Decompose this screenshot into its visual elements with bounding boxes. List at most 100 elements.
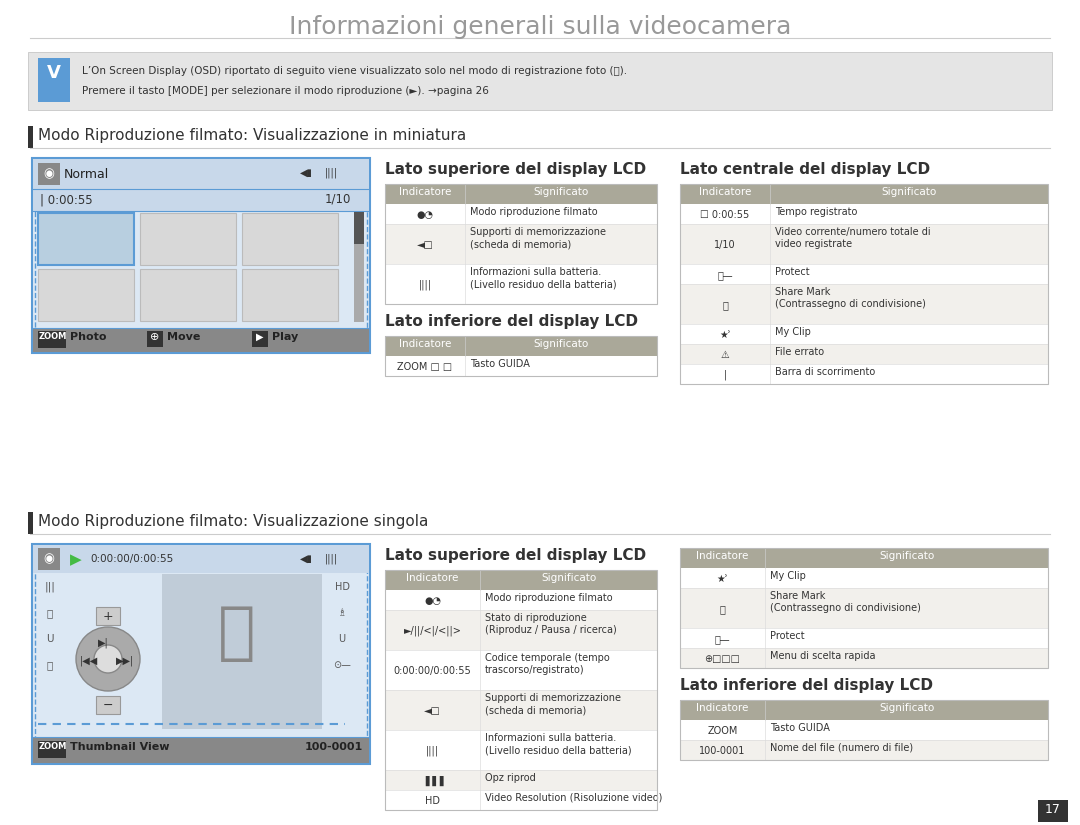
Bar [32,544,370,764]
Text: ||||: |||| [325,554,338,564]
Text: ||||: |||| [419,280,432,290]
Text: My Clip: My Clip [770,571,806,581]
Text: Lato inferiore del display LCD: Lato inferiore del display LCD [680,678,933,693]
Text: Indicatore: Indicatore [699,187,752,197]
Bar [33,545,369,573]
Bar [33,159,369,189]
Text: Opz riprod: Opz riprod [485,773,536,783]
Bar [35,161,367,350]
Bar [680,364,1048,384]
Text: ◀▮: ◀▮ [300,554,313,564]
Bar [32,158,370,353]
Text: |||: ||| [44,582,55,592]
Text: ◄□: ◄□ [424,706,441,716]
Text: +: + [103,610,113,623]
Bar [38,548,60,570]
Text: ⓮—: ⓮— [715,634,730,644]
Text: Significato: Significato [879,703,934,713]
Text: Share Mark
(Contrassegno di condivisione): Share Mark (Contrassegno di condivisione… [770,591,921,614]
Text: 17: 17 [1045,803,1061,816]
Bar [33,189,369,211]
Text: 100-0001: 100-0001 [700,746,745,756]
Text: Supporti di memorizzazione
(scheda di memoria): Supporti di memorizzazione (scheda di me… [485,693,621,715]
Text: Video Resolution (Risoluzione video): Video Resolution (Risoluzione video) [485,793,662,803]
Text: ▶|: ▶| [97,637,108,648]
Bar [384,570,657,810]
Bar [28,512,33,534]
Text: Modo Riproduzione filmato: Visualizzazione singola: Modo Riproduzione filmato: Visualizzazio… [38,514,429,529]
Text: Informazioni sulla batteria.
(Livello residuo della batteria): Informazioni sulla batteria. (Livello re… [470,267,617,290]
Text: ▶: ▶ [70,552,82,567]
Text: Video corrente/numero totale di
video registrate: Video corrente/numero totale di video re… [775,227,931,249]
Text: ★ʾ: ★ʾ [719,330,731,340]
Text: 🐾: 🐾 [46,608,53,618]
Bar [384,336,657,376]
Text: Move: Move [167,332,201,342]
Bar [96,607,120,625]
Text: ⚠: ⚠ [720,350,729,360]
Text: Lato superiore del display LCD: Lato superiore del display LCD [384,162,646,177]
Text: ◄□: ◄□ [417,240,433,250]
Text: Menu di scelta rapida: Menu di scelta rapida [770,651,876,661]
Text: 🏃: 🏃 [218,604,256,664]
Circle shape [94,645,122,673]
Text: Modo riproduzione filmato: Modo riproduzione filmato [470,207,597,217]
Bar [38,269,134,321]
Text: 0:00:00/0:00:55: 0:00:00/0:00:55 [90,554,173,564]
Text: ☐ 0:00:55: ☐ 0:00:55 [700,210,750,220]
Text: 1/10: 1/10 [325,193,351,206]
Text: ♗: ♗ [338,608,347,618]
Text: Indicatore: Indicatore [697,703,748,713]
Bar [384,690,657,730]
Bar [680,344,1048,364]
Bar [162,574,322,729]
Bar [384,184,657,204]
Bar [384,184,657,304]
Bar [384,730,657,770]
Bar [680,628,1048,648]
Text: HD: HD [335,582,350,592]
Text: ▶: ▶ [256,332,264,342]
Text: HD: HD [426,796,440,806]
Text: ◀▮: ◀▮ [300,168,313,178]
Text: Modo Riproduzione filmato: Visualizzazione in miniatura: Modo Riproduzione filmato: Visualizzazio… [38,128,467,143]
Text: 🔑: 🔑 [46,660,53,670]
Text: L’On Screen Display (OSD) riportato di seguito viene visualizzato solo nel modo : L’On Screen Display (OSD) riportato di s… [82,66,627,76]
Bar [680,184,1048,384]
Text: |◀◀: |◀◀ [80,655,98,666]
Text: Ⓤ: Ⓤ [723,300,728,310]
Bar [680,548,1048,568]
Text: ▶▶|: ▶▶| [116,655,134,666]
Text: Indicatore: Indicatore [697,551,748,561]
Bar [140,213,237,265]
Bar [680,700,1048,720]
Text: Normal: Normal [64,168,109,181]
Bar [96,696,120,714]
Text: ●◔: ●◔ [417,210,433,220]
Bar [33,328,369,352]
Bar [38,213,134,265]
Bar [680,568,1048,588]
Text: ●◔: ●◔ [424,596,441,606]
Text: ⊕□□□: ⊕□□□ [704,654,741,664]
Text: ◉: ◉ [43,552,54,565]
Bar [35,547,367,761]
Text: Share Mark
(Contrassegno di condivisione): Share Mark (Contrassegno di condivisione… [775,287,926,309]
Text: Stato di riproduzione
(Riproduz / Pausa / ricerca): Stato di riproduzione (Riproduz / Pausa … [485,613,617,635]
Text: ★ʾ: ★ʾ [717,574,728,584]
Text: Significato: Significato [534,187,589,197]
Text: ⓮—: ⓮— [717,270,733,280]
Text: File errato: File errato [775,347,824,357]
Text: My Clip: My Clip [775,327,811,337]
Bar [252,331,268,347]
Text: ◉: ◉ [43,167,54,180]
Text: Significato: Significato [879,551,934,561]
Text: U: U [46,634,54,644]
Text: ||||: |||| [426,746,438,757]
Text: ||||: |||| [325,168,338,178]
Text: Tasto GUIDA: Tasto GUIDA [770,723,829,733]
Bar [680,740,1048,760]
Text: Lato centrale del display LCD: Lato centrale del display LCD [680,162,930,177]
Text: 100-0001: 100-0001 [305,742,363,752]
Text: Protect: Protect [775,267,810,277]
